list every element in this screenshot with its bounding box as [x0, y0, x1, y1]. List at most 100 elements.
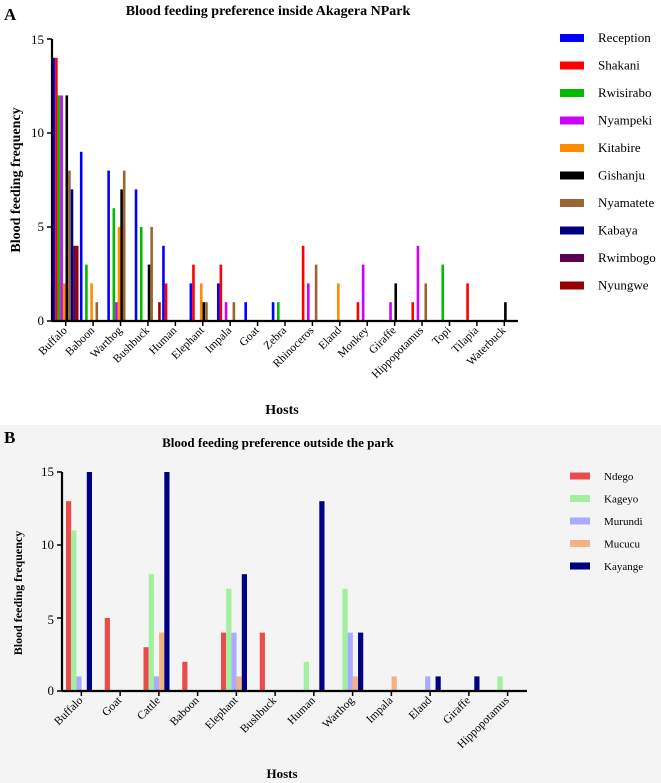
bar-reception-elephant [189, 283, 193, 321]
legend-swatch-kayange [570, 562, 590, 570]
legend-label-ndego: Ndego [604, 471, 634, 483]
legend-swatch-nyampeki [560, 116, 584, 125]
panel-b-background [0, 425, 661, 783]
bar-nyamatete-rhinoceros [314, 264, 318, 321]
bar-reception-goat [244, 302, 247, 321]
bar-shakani-impala [219, 264, 223, 321]
legend-label-murundi: Murundi [604, 516, 643, 528]
bar-nyampeki-rhinoceros [307, 283, 310, 321]
legend-label-nyungwe: Nyungwe [598, 278, 649, 293]
bar-rwisirabo-zebra [276, 302, 280, 321]
panel-a-letter: A [4, 5, 17, 24]
bar-mucucu-elephant [236, 676, 242, 691]
bar-kayange-cattle [164, 472, 170, 691]
x-tick-label-monkey: Monkey [336, 324, 372, 360]
legend-swatch-rwimbogo [560, 254, 584, 262]
bar-kabaya-buffalo [70, 189, 74, 321]
bar-reception-baboon [79, 151, 83, 321]
bar-mucucu-cattle [159, 632, 165, 691]
bar-nyungwe-buffalo [75, 245, 79, 321]
x-tick-label-goat: Goat [237, 324, 262, 349]
panel-b-legend: Ndego Kageyo Murundi Mucucu Kayange [570, 471, 643, 573]
bar-murundi-eland [425, 676, 431, 691]
legend-swatch-nyungwe [560, 281, 584, 290]
legend-swatch-rwisirabo [560, 89, 584, 97]
bar-kageyo-hippopotamus [497, 676, 503, 691]
bar-gishanju-buffalo [65, 95, 69, 322]
bar-ndego-elephant [221, 632, 227, 691]
bar-nyampeki-monkey [361, 264, 365, 321]
legend-swatch-kabaya [560, 226, 584, 235]
bar-kageyo-cattle [148, 574, 154, 691]
legend-label-nyamatete: Nyamatete [598, 195, 655, 210]
legend-label-mucucu: Mucucu [604, 539, 641, 551]
bar-shakani-human [164, 283, 168, 321]
legend-swatch-shakani [560, 61, 584, 70]
panel-b-ytick-10: 10 [41, 537, 54, 552]
bar-shakani-tilapia [466, 283, 469, 321]
panel-a-ylabel: Blood feeding frequency [9, 107, 24, 252]
bar-nyungwe-bushbuck [158, 302, 161, 321]
bar-rwisirabo-bushbuck [139, 227, 143, 321]
panel-a-ytick-15: 15 [31, 32, 44, 47]
x-tick-label-impala: Impala [203, 325, 234, 356]
panel-a-xlabel: Hosts [265, 403, 299, 418]
legend-label-rwisirabo: Rwisirabo [598, 85, 651, 100]
bar-nyampeki-buffalo [60, 95, 63, 322]
legend-label-rwimbogo: Rwimbogo [598, 250, 656, 265]
legend-label-kageyo: Kageyo [604, 494, 639, 506]
bar-gishanju-bushbuck [147, 264, 151, 321]
bar-ndego-cattle [143, 647, 149, 691]
bar-shakani-rhinoceros [301, 245, 305, 321]
bar-kitabire-elephant [199, 283, 203, 321]
bar-shakani-hippopotamus [411, 302, 415, 321]
panel-b-ytick-0: 0 [48, 683, 55, 698]
legend-label-kabaya: Kabaya [598, 223, 638, 238]
bar-rwisirabo-baboon [85, 264, 88, 321]
bar-ndego-goat [104, 618, 110, 691]
bar-reception-human [162, 245, 165, 321]
bar-kitabire-eland [337, 283, 340, 321]
panel-a-ytick-10: 10 [31, 125, 44, 140]
bar-kitabire-baboon [90, 283, 93, 321]
bar-kayange-buffalo [86, 472, 92, 691]
legend-swatch-kitabire [560, 144, 584, 152]
legend-swatch-kageyo [570, 495, 590, 502]
bar-kageyo-human [303, 661, 309, 691]
bar-rwisirabo-topi [441, 264, 445, 321]
bar-kitabire-warthog [117, 227, 121, 321]
bar-nyampeki-giraffe [389, 302, 392, 321]
bar-reception-buffalo [52, 57, 56, 322]
legend-label-kitabire: Kitabire [598, 140, 641, 155]
bar-murundi-cattle [153, 676, 160, 691]
bar-kayange-human [319, 501, 325, 691]
bar-nyamatete-hippopotamus [424, 283, 428, 321]
bar-reception-bushbuck [134, 189, 138, 321]
panel-a-ytick-5: 5 [38, 219, 45, 234]
bar-gishanju-warthog [120, 189, 123, 321]
bar-ndego-bushbuck [259, 632, 265, 691]
legend-swatch-murundi [570, 517, 590, 525]
bar-kageyo-buffalo [71, 530, 77, 691]
bar-nyamatete-warthog [122, 170, 126, 321]
bar-nyamatete-buffalo [68, 170, 71, 321]
panel-b-letter: B [4, 428, 15, 447]
panel-b-ytick-15: 15 [41, 464, 54, 479]
legend-swatch-ndego [570, 472, 590, 480]
panel-a-legend: Reception Shakani Rwisirabo Nyampeki Kitabir… [560, 30, 656, 293]
x-tick-label-topi: Topi [430, 325, 453, 348]
bar-murundi-elephant [231, 632, 237, 691]
bar-kayange-warthog [358, 632, 364, 691]
legend-swatch-mucucu [570, 540, 590, 547]
bar-kageyo-elephant [226, 588, 232, 691]
bar-rwisirabo-buffalo [57, 95, 61, 322]
bar-ndego-baboon [182, 661, 188, 691]
bar-nyamatete-elephant [205, 302, 208, 321]
bar-kayange-elephant [241, 574, 247, 691]
legend-label-gishanju: Gishanju [598, 168, 645, 183]
legend-label-reception: Reception [598, 30, 651, 45]
bar-reception-impala [216, 283, 220, 321]
bar-nyampeki-warthog [115, 302, 118, 321]
bar-reception-warthog [107, 170, 110, 321]
